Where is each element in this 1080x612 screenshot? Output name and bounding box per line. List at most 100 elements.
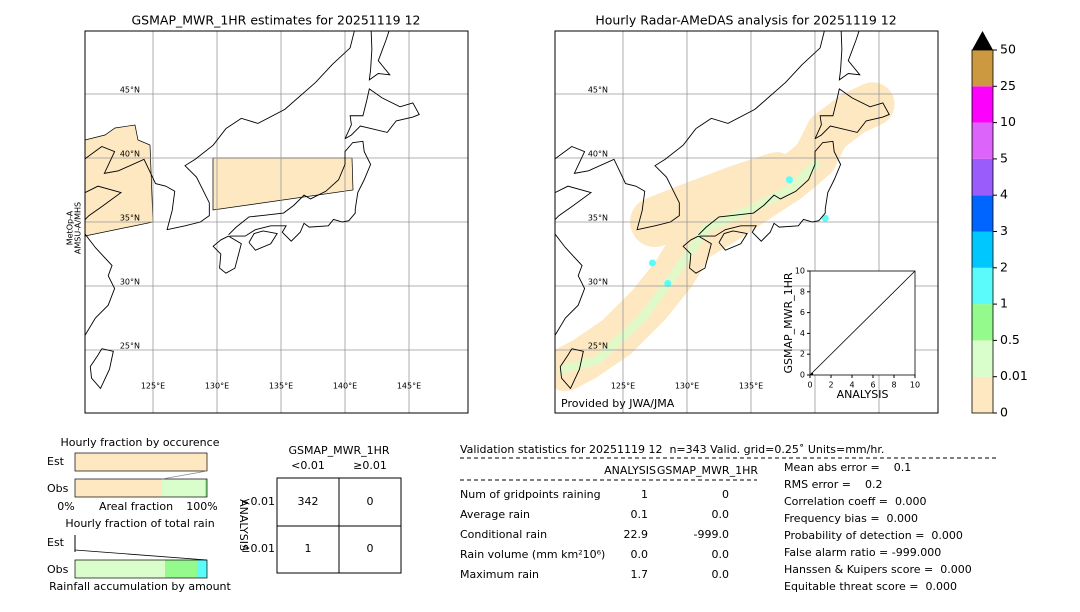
colorbar-label: 4 (1000, 187, 1008, 202)
colorbar-segment (972, 267, 993, 305)
colorbar-label: 3 (1000, 223, 1008, 238)
y-axis-label: GSMAP_MWR_1HR (782, 272, 795, 373)
left-map-title: GSMAP_MWR_1HR estimates for 20251119 12 (132, 13, 421, 28)
row-value: 0.0 (631, 548, 649, 561)
colorbar-segment (972, 376, 993, 413)
lon-label: 135°E (739, 382, 763, 391)
x-tick-label: 10 (910, 381, 920, 390)
row-label: Num of gridpoints raining (460, 488, 601, 501)
x-tick-label: 8 (891, 381, 896, 390)
row-value: 0.0 (712, 568, 730, 581)
coastline (85, 31, 355, 231)
coastline (344, 88, 420, 140)
row-value: 22.9 (624, 528, 649, 541)
panel-title: Hourly fraction of total rain (65, 517, 214, 530)
point (810, 372, 814, 376)
obs-frame (74, 559, 208, 579)
colorbar: 0 0.01 0.5 1 2 3 4 5 10 25 50 (971, 31, 1028, 420)
colorbar-segment (972, 195, 993, 232)
column-header: GSMAP_MWR_1HR (657, 464, 758, 477)
colorbar-segment (972, 122, 993, 159)
table-cell: 1 (305, 542, 312, 555)
colorbar-label: 5 (1000, 150, 1008, 165)
left-map-area (85, 31, 468, 413)
validation-header: Validation statistics for 20251119 12 n=… (460, 443, 884, 456)
x-tick-label: 4 (849, 381, 854, 390)
colorbar-label: 0 (1000, 405, 1008, 420)
row-value: 1 (641, 488, 648, 501)
connector (74, 549, 208, 561)
coastline (368, 31, 391, 81)
col-label: <0.01 (291, 459, 325, 472)
row-label: Obs (47, 482, 69, 495)
obs-bar (75, 479, 162, 497)
lat-label: 45°N (120, 86, 140, 95)
colorbar-segment (972, 340, 993, 377)
y-tick-label: 8 (800, 287, 805, 296)
lon-label: 130°E (675, 382, 699, 391)
satellite-label: MetOp-A (66, 210, 75, 245)
lon-label: 140°E (333, 382, 357, 391)
x-tick-label: 2 (828, 381, 833, 390)
row-label: Conditional rain (460, 528, 547, 541)
colorbar-label: 0.5 (1000, 332, 1020, 347)
satellite-label: AMSU-A/MHS (74, 202, 83, 254)
y-tick-label: 0 (800, 371, 805, 380)
coastline (555, 31, 825, 231)
rain-area (558, 159, 820, 374)
panel-title: Hourly fraction by occurence (61, 436, 220, 449)
lat-label: 25°N (588, 342, 608, 351)
obs-bar (197, 560, 207, 578)
row-label: ≥0.01 (241, 542, 275, 555)
table-title: GSMAP_MWR_1HR (288, 444, 389, 457)
colorbar-label: 2 (1000, 259, 1008, 274)
row-value: 0.0 (712, 508, 730, 521)
colorbar-label: 1 (1000, 296, 1008, 311)
colorbar-segment (972, 231, 993, 268)
row-value: 0.1 (631, 508, 649, 521)
rain-area (85, 124, 154, 237)
obs-bar (75, 560, 165, 578)
x-axis-label: ANALYSIS (837, 388, 889, 401)
row-title: ANALYSIS (237, 499, 250, 551)
est-bar (74, 452, 208, 472)
lat-label: 35°N (120, 214, 140, 223)
panel-footer: Rainfall accumulation by amount (49, 580, 231, 593)
rain-area (630, 152, 802, 247)
colorbar-extend (972, 31, 993, 50)
table-cell: 342 (298, 495, 319, 508)
lat-label: 35°N (588, 214, 608, 223)
right-map-frame (554, 30, 939, 414)
obs-bar (205, 479, 207, 497)
coastline (85, 185, 123, 337)
lon-label: 125°E (141, 382, 165, 391)
colorbar-segment (972, 86, 993, 123)
colorbar-label: 25 (1000, 78, 1016, 93)
rain-cell (821, 214, 829, 222)
lat-label: 40°N (588, 150, 608, 159)
row-value: -999.0 (694, 528, 729, 541)
coastline (698, 140, 842, 242)
coastline (248, 230, 278, 251)
row-label: Rain volume (mm km²10⁶) (460, 548, 605, 561)
row-value: 0.0 (712, 548, 730, 561)
coastline (718, 230, 748, 251)
x-tick-label: 0 (807, 381, 812, 390)
column-header: ANALYSIS (604, 464, 656, 477)
row-label: Maximum rain (460, 568, 539, 581)
row-label: <0.01 (241, 495, 275, 508)
diagonal (809, 270, 916, 376)
row-value: 1.7 (631, 568, 649, 581)
colorbar-label: 0.01 (1000, 368, 1028, 383)
lat-label: 30°N (588, 278, 608, 287)
lat-label: 30°N (120, 278, 140, 287)
rain-cell (648, 259, 656, 267)
obs-bar (162, 479, 205, 497)
score: Probability of detection = 0.000 (784, 529, 963, 542)
score: RMS error = 0.2 (784, 478, 882, 491)
coastline (89, 348, 114, 390)
axis-label: 100% (186, 500, 217, 513)
validation-rows: Num of gridpoints raining 1 0 Average rain 0… (460, 488, 729, 581)
right-map-title: Hourly Radar-AMeDAS analysis for 2025111… (595, 13, 896, 28)
